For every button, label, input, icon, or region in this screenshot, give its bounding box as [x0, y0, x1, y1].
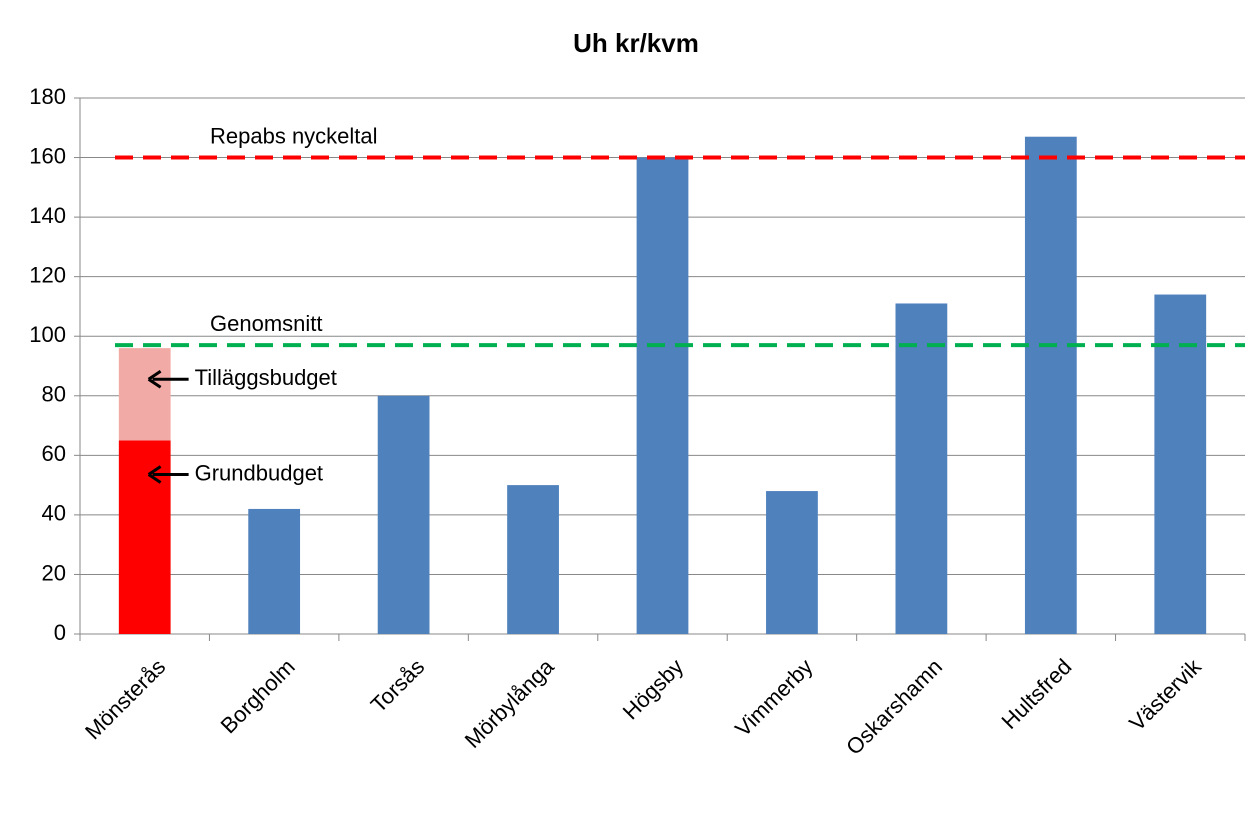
chart-title: Uh kr/kvm	[573, 28, 699, 58]
bar	[895, 303, 948, 634]
x-tick-label: Mönsterås	[80, 654, 170, 744]
y-tick-label: 20	[42, 560, 66, 585]
bar	[248, 508, 301, 634]
bar	[1024, 136, 1077, 634]
y-tick-label: 100	[29, 322, 66, 347]
y-tick-label: 60	[42, 441, 66, 466]
y-tick-label: 0	[54, 620, 66, 645]
x-tick-label: Västervik	[1124, 653, 1206, 735]
y-tick-label: 160	[29, 143, 66, 168]
x-tick-label: Torsås	[366, 654, 429, 717]
y-tick-label: 120	[29, 262, 66, 287]
y-tick-label: 180	[29, 84, 66, 109]
bar	[118, 348, 171, 441]
bar	[118, 440, 171, 634]
bar	[766, 491, 818, 634]
reference-label: Repabs nyckeltal	[210, 123, 378, 148]
bar	[636, 157, 689, 635]
annotation-label: Tilläggsbudget	[195, 365, 337, 390]
x-tick-label: Oskarshamn	[841, 654, 947, 760]
bar	[1154, 294, 1207, 634]
y-tick-label: 140	[29, 203, 66, 228]
reference-label: Genomsnitt	[210, 311, 323, 336]
annotation-arrowhead	[147, 370, 162, 389]
annotation-label: Grundbudget	[195, 460, 323, 485]
y-tick-label: 40	[42, 501, 66, 526]
bar	[377, 395, 430, 634]
annotation-arrowhead	[147, 465, 162, 484]
x-tick-label: Borgholm	[216, 654, 300, 738]
x-tick-label: Hultsfred	[997, 654, 1077, 734]
bar	[507, 485, 559, 634]
x-tick-label: Högsby	[618, 654, 688, 724]
y-tick-label: 80	[42, 382, 66, 407]
x-tick-label: Vimmerby	[730, 654, 817, 741]
x-tick-label: Mörbylånga	[460, 653, 560, 753]
